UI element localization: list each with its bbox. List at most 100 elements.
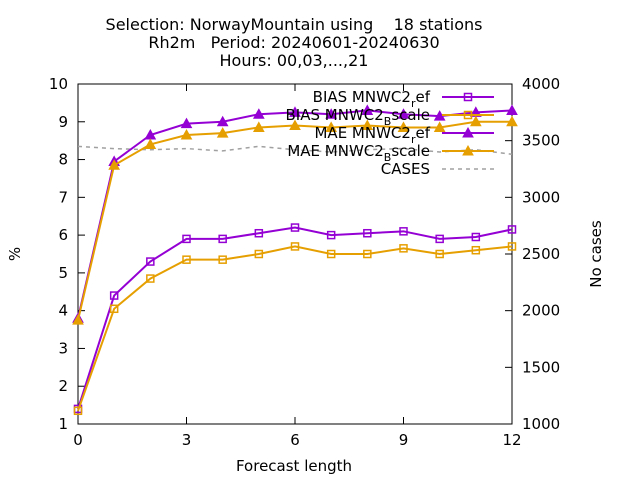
- y2-axis-label: No cases: [587, 220, 605, 288]
- data-point: [397, 108, 410, 119]
- data-point: [325, 121, 338, 132]
- data-point: [325, 108, 338, 119]
- series-mae-mnwc2-ref: [72, 104, 518, 323]
- y-tick-label: 6: [58, 226, 68, 244]
- y-tick-label: 3: [58, 339, 68, 357]
- chart-title: Selection: NorwayMountain using 18 stati…: [106, 15, 483, 70]
- data-point: [326, 230, 336, 240]
- legend-item: BIAS MNWC2ref: [313, 88, 494, 110]
- y2-tick-label: 1500: [522, 358, 560, 376]
- legend-item: CASES: [381, 160, 494, 178]
- series-line: [77, 145, 513, 156]
- data-point: [72, 314, 84, 325]
- data-point: [182, 234, 191, 244]
- series-mae-mnwc2-bscale: [72, 115, 518, 325]
- data-point: [180, 128, 193, 140]
- x-tick-label: 6: [290, 431, 300, 449]
- data-point: [252, 121, 265, 132]
- x-axis-label: Forecast length: [236, 457, 352, 475]
- data-point: [361, 104, 374, 115]
- series-bias-mnwc2-bscale: [73, 242, 517, 416]
- data-point: [435, 249, 444, 259]
- y-tick-label: 10: [49, 75, 68, 93]
- data-point: [254, 249, 264, 259]
- legend-item: BIAS MNWC2Bscale: [286, 106, 494, 128]
- data-point: [507, 225, 517, 234]
- legend-label: MAE MNWC2Bscale: [287, 142, 430, 164]
- data-point: [289, 119, 301, 131]
- x-tick-label: 12: [502, 431, 521, 449]
- data-point: [471, 245, 481, 255]
- legend-marker: [463, 110, 473, 120]
- data-point: [471, 232, 481, 242]
- y2-tick-label: 3000: [522, 188, 560, 206]
- data-point: [252, 108, 265, 119]
- data-point: [180, 117, 193, 129]
- y2-tick-label: 4000: [522, 75, 560, 93]
- data-point: [144, 138, 157, 149]
- title-line-1: Selection: NorwayMountain using 18 stati…: [106, 15, 483, 34]
- x-tick-label: 3: [182, 431, 192, 449]
- data-point: [433, 121, 446, 132]
- y-tick-label: 9: [58, 113, 68, 131]
- data-point: [361, 119, 374, 131]
- data-point: [435, 234, 444, 244]
- x-tick-label: 0: [73, 431, 83, 449]
- legend-label: MAE MNWC2ref: [314, 124, 430, 146]
- y-tick-label: 4: [58, 302, 68, 320]
- data-point: [216, 115, 229, 127]
- data-point: [216, 127, 229, 138]
- y-tick-label: 8: [58, 151, 68, 169]
- legend-item: MAE MNWC2Bscale: [287, 142, 494, 164]
- legend-label: CASES: [381, 160, 430, 178]
- y-tick-label: 7: [58, 188, 68, 206]
- data-point: [363, 228, 372, 238]
- data-point: [109, 291, 119, 300]
- data-point: [254, 228, 264, 238]
- series-layer: [72, 104, 518, 416]
- ticks: 1234567891010001500200025003000350040000…: [49, 75, 560, 449]
- data-point: [363, 249, 372, 259]
- data-point: [182, 255, 191, 264]
- data-point: [506, 115, 518, 127]
- data-point: [290, 242, 300, 251]
- title-line-3: Hours: 00,03,...,21: [220, 51, 369, 70]
- y-tick-label: 2: [58, 377, 68, 395]
- data-point: [469, 115, 482, 127]
- legend-marker: [463, 92, 473, 102]
- legend-marker: [462, 126, 474, 138]
- x-tick-label: 9: [399, 431, 409, 449]
- y2-tick-label: 2000: [522, 302, 560, 320]
- data-point: [399, 244, 408, 253]
- legend-label: BIAS MNWC2Bscale: [286, 106, 430, 128]
- y2-tick-label: 2500: [522, 245, 560, 263]
- series-cases: [77, 145, 513, 156]
- y-axis-label: %: [6, 247, 24, 261]
- legend-item: MAE MNWC2ref: [314, 124, 494, 146]
- data-point: [108, 159, 121, 170]
- y2-tick-label: 1000: [522, 415, 560, 433]
- data-point: [507, 242, 517, 251]
- legend-label: BIAS MNWC2ref: [313, 88, 431, 110]
- legend-marker: [462, 144, 474, 156]
- data-point: [506, 104, 518, 115]
- data-point: [326, 249, 336, 259]
- data-point: [109, 304, 119, 314]
- y-tick-label: 5: [58, 264, 68, 282]
- data-point: [218, 234, 227, 244]
- data-point: [218, 255, 227, 264]
- series-line: [77, 245, 513, 412]
- data-point: [146, 274, 155, 283]
- data-point: [146, 257, 155, 266]
- data-point: [290, 223, 300, 232]
- y2-tick-label: 3500: [522, 132, 560, 150]
- y-tick-label: 1: [58, 415, 68, 433]
- data-point: [73, 406, 83, 416]
- series-line: [77, 226, 513, 410]
- data-point: [399, 227, 408, 236]
- data-point: [397, 121, 410, 132]
- title-line-2: Rh2m Period: 20240601-20240630: [148, 33, 439, 52]
- data-point: [289, 106, 301, 117]
